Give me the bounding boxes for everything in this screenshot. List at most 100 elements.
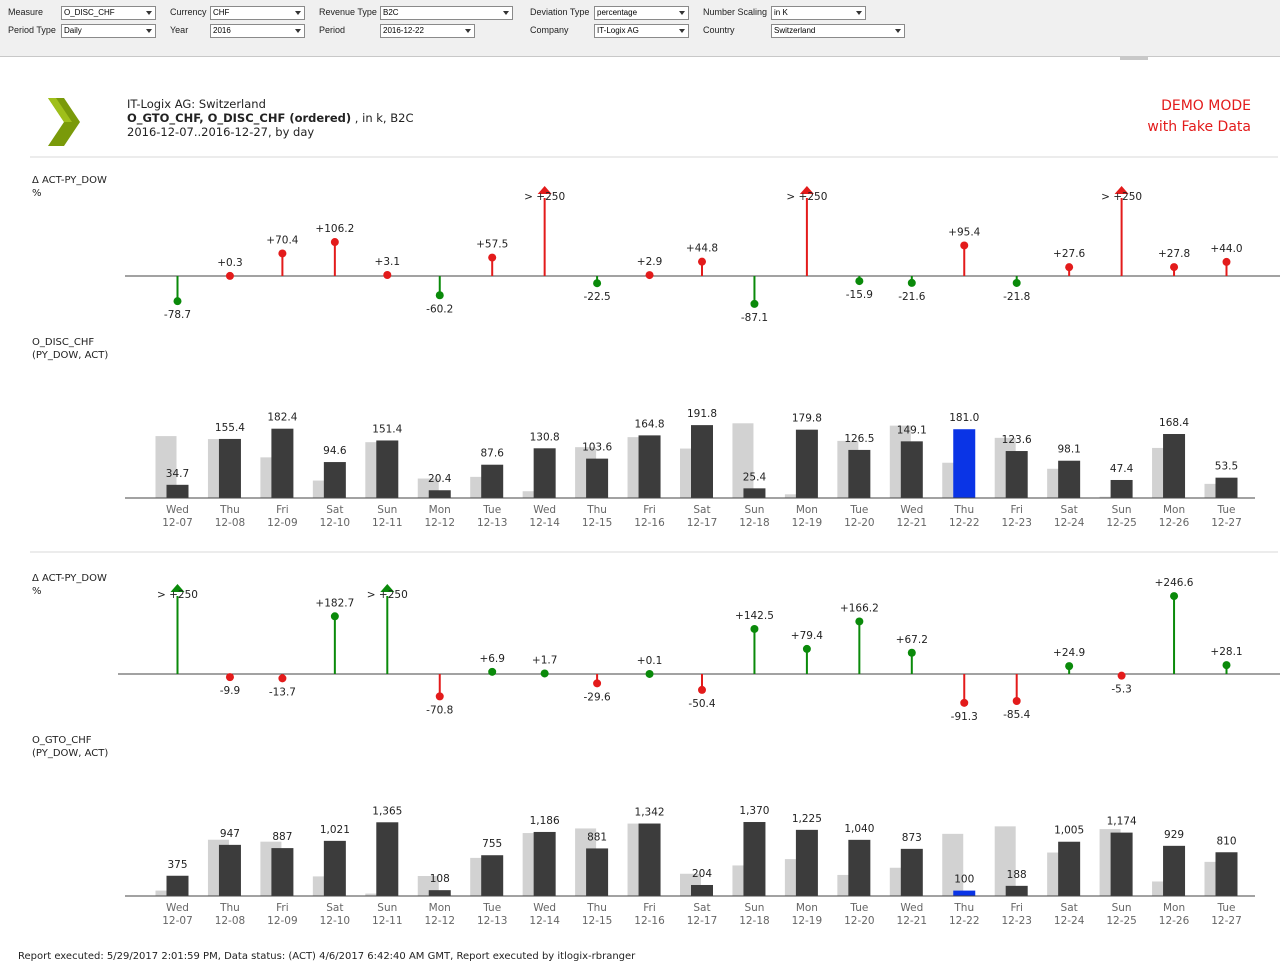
company-select[interactable]: IT-Logix AG	[594, 24, 689, 38]
gto-bars-act-bar	[323, 840, 346, 896]
period-type-select[interactable]: Daily	[61, 24, 156, 38]
chevron-down-icon[interactable]	[676, 7, 688, 19]
panel-splitter-handle[interactable]	[1120, 56, 1148, 60]
chevron-down-icon[interactable]	[292, 7, 304, 19]
gto-bars-tick-date: 12-18	[739, 915, 770, 927]
disc-bars-tick-date: 12-16	[634, 517, 665, 529]
gto-bars-act-bar	[848, 839, 871, 896]
gto-bars-tick-date: 12-27	[1211, 915, 1242, 927]
gto-bars-value-label: 1,040	[844, 823, 874, 835]
year-label: Year	[170, 25, 189, 35]
disc-bars-tick-dow: Mon	[429, 504, 451, 516]
disc-deviation-dot	[225, 271, 234, 280]
disc-bars-py-bar	[1099, 496, 1121, 498]
revenue-type-select[interactable]: B2C	[380, 6, 513, 20]
disc-bars-tick-dow: Mon	[1163, 504, 1185, 516]
disc-bars-value-label: 155.4	[215, 422, 245, 434]
disc-bars-tick-dow: Wed	[166, 504, 189, 516]
gto-bars-act-bar	[795, 829, 818, 896]
disc-deviation-dot	[1012, 278, 1021, 287]
gto-bars-value-label: 881	[587, 831, 607, 843]
chevron-down-icon[interactable]	[892, 25, 904, 37]
disc-bars-act-bar	[481, 464, 504, 498]
gto-deviation-dot	[855, 617, 864, 626]
disc-bars-tick-dow: Sat	[1061, 504, 1078, 516]
chevron-down-icon[interactable]	[853, 7, 865, 19]
disc-deviation-dot	[593, 279, 602, 288]
number-scaling-select[interactable]: in K	[771, 6, 866, 20]
chevron-down-icon[interactable]	[143, 7, 155, 19]
chevron-down-icon[interactable]	[292, 25, 304, 37]
disc-deviation-dot	[750, 299, 759, 308]
number-scaling-select-value: in K	[774, 8, 788, 17]
currency-select[interactable]: CHF	[210, 6, 305, 20]
gto-bars-tick-date: 12-23	[1001, 915, 1032, 927]
deviation-type-select[interactable]: percentage	[594, 6, 689, 20]
gto-bars-tick-date: 12-13	[477, 915, 508, 927]
disc-bars-value-label: 20.4	[428, 473, 452, 485]
disc-bars-tick-date: 12-26	[1159, 517, 1190, 529]
chevron-down-icon[interactable]	[462, 25, 474, 37]
disc-deviation-dot	[1065, 263, 1074, 272]
gto-deviation-dot	[435, 692, 444, 701]
gto-bars-act-bar	[743, 822, 766, 896]
disc-bars-tick-dow: Fri	[643, 504, 656, 516]
disc-bars-tick-date: 12-09	[267, 517, 298, 529]
gto-bars-tick-date: 12-14	[529, 915, 560, 927]
disc-bars-tick-date: 12-24	[1054, 517, 1085, 529]
disc-bars-act-bar	[428, 490, 451, 498]
disc-bars-value-label: 181.0	[949, 412, 979, 424]
gto-bars-tick-dow: Wed	[166, 902, 189, 914]
gto-bars-value-label: 1,225	[792, 813, 822, 825]
number-scaling-label: Number Scaling	[703, 7, 768, 17]
gto-bars-tick-dow: Tue	[482, 902, 501, 914]
gto-bars-value-label: 810	[1216, 835, 1236, 847]
gto-bars-tick-date: 12-24	[1054, 915, 1085, 927]
gto-deviation-dot	[802, 644, 811, 653]
gto-bars-act-bar	[533, 831, 556, 896]
gto-deviation-value-label: +0.1	[637, 655, 663, 667]
gto-bars-value-label: 188	[1007, 869, 1027, 881]
gto-bars-tick-dow: Wed	[533, 902, 556, 914]
gto-bars-act-bar	[1163, 845, 1186, 896]
disc-deviation-value-label: -60.2	[426, 303, 453, 315]
gto-bars-value-label: 947	[220, 828, 240, 840]
header-measures-line: O_GTO_CHF, O_DISC_CHF (ordered) , in k, …	[127, 111, 413, 125]
disc-deviation-dot	[330, 238, 339, 247]
country-label: Country	[703, 25, 735, 35]
gto-deviation-value-label: +1.7	[532, 654, 558, 666]
gto-bars-tick-dow: Fri	[1010, 902, 1023, 914]
disc-deviation-cap-triangle	[537, 186, 552, 194]
disc-bars-act-bar	[900, 441, 923, 498]
chevron-down-icon[interactable]	[676, 25, 688, 37]
deviation-type-label: Deviation Type	[530, 7, 590, 17]
disc-bars-value-label: 98.1	[1057, 444, 1080, 456]
gto-deviation-dot	[1170, 592, 1179, 601]
gto-bars-tick-dow: Thu	[586, 902, 607, 914]
disc-deviation-dot	[960, 241, 969, 250]
gto-bars-value-label: 929	[1164, 829, 1184, 841]
disc-bars-title-line-1: (PY_DOW, ACT)	[32, 350, 108, 361]
disc-bars-value-label: 94.6	[323, 445, 347, 457]
disc-bars-tick-dow: Fri	[276, 504, 289, 516]
country-select[interactable]: Switzerland	[771, 24, 905, 38]
disc-deviation-dot	[435, 291, 444, 300]
gto-bars-act-bar	[1110, 832, 1133, 896]
disc-bars-tick-date: 12-19	[792, 517, 823, 529]
gto-deviation-value-label: -70.8	[426, 704, 453, 716]
chevron-down-icon[interactable]	[500, 7, 512, 19]
disc-bars-py-bar	[522, 491, 544, 498]
gto-deviation-cap-triangle	[380, 584, 395, 592]
disc-bars-py-bar	[732, 423, 754, 498]
chevron-down-icon[interactable]	[143, 25, 155, 37]
disc-bars-tick-date: 12-12	[424, 517, 455, 529]
currency-select-value: CHF	[213, 8, 230, 17]
gto-bars-value-label: 887	[272, 831, 292, 843]
period-select[interactable]: 2016-12-22	[380, 24, 475, 38]
measure-select[interactable]: O_DISC_CHF	[61, 6, 156, 20]
gto-bars-value-label: 204	[692, 868, 712, 880]
disc-bars-tick-date: 12-23	[1001, 517, 1032, 529]
gto-bars-value-label: 1,021	[320, 824, 350, 836]
gto-bars-tick-dow: Mon	[429, 902, 451, 914]
year-select[interactable]: 2016	[210, 24, 305, 38]
